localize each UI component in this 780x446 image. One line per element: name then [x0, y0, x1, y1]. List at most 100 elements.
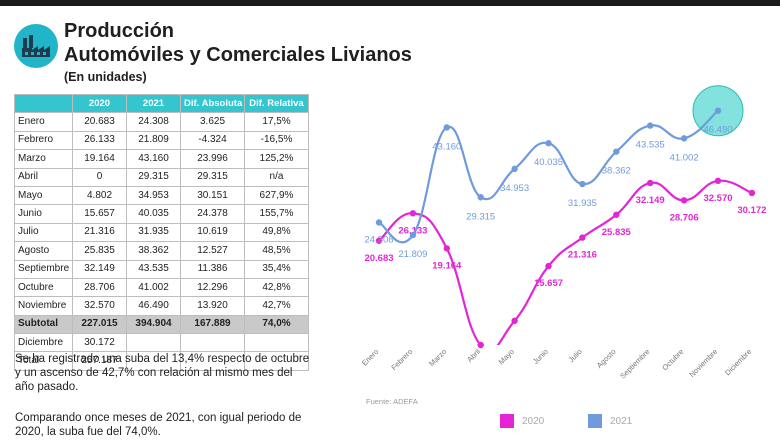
table-cell: 3.625: [180, 112, 245, 132]
table-cell: 42,8%: [244, 277, 309, 298]
table-cell: 155,7%: [244, 204, 309, 224]
data-point-2020: [375, 237, 383, 244]
table-cell: Noviembre: [14, 296, 73, 316]
legend-swatch-2020: [500, 414, 514, 428]
table-cell: 21.316: [72, 222, 127, 243]
table-cell: 30.172: [72, 333, 127, 353]
table-cell: 46.490: [126, 296, 181, 316]
data-label-2020: 19.164: [432, 260, 462, 271]
data-label-2020: 21.316: [568, 250, 597, 261]
table-cell: 394.904: [126, 314, 181, 335]
data-point-2021: [647, 122, 654, 129]
table-cell: -16,5%: [244, 130, 309, 151]
table-row: Agosto 25.835 38.362 12.527 48,5%: [14, 241, 309, 261]
data-point-2021: [714, 107, 722, 114]
note-monthly-change: Se ha registrado una suba del 13,4% resp…: [15, 353, 310, 393]
data-point-2020: [409, 210, 417, 217]
data-point-2021: [443, 124, 450, 131]
table-header-cell: 2020: [72, 93, 127, 114]
data-point-2020: [613, 211, 620, 218]
data-point-2020: [579, 234, 586, 241]
legend-label-2021: 2021: [610, 415, 633, 427]
table-cell: 41.002: [126, 277, 181, 298]
data-label-2021: 31.935: [568, 198, 597, 209]
data-label-2021: 21.809: [398, 249, 427, 260]
table-cell: 23.996: [180, 149, 245, 169]
data-point-2020: [714, 177, 722, 185]
table-row: Mayo 4.802 34.953 30.151 627,9%: [14, 185, 309, 206]
data-label-2020: 15.657: [534, 278, 563, 289]
table-cell: Abril: [14, 167, 73, 187]
data-point-2021: [579, 180, 586, 188]
table-cell: Marzo: [14, 149, 73, 169]
table-cell: [244, 351, 309, 371]
data-label-2021: 46.490: [703, 125, 732, 136]
table-cell: 35,4%: [244, 259, 309, 279]
x-tick-label: Abril: [465, 347, 482, 364]
table-row: Junio 15.657 40.035 24.378 155,7%: [14, 204, 309, 224]
table-cell: 24.308: [126, 112, 181, 132]
data-point-2021: [613, 148, 620, 155]
x-tick-label: Septiembre: [618, 347, 651, 380]
table-cell: 0: [72, 167, 127, 187]
table-cell: 29.315: [126, 167, 181, 187]
table-header-cell: Dif. Absoluta: [180, 93, 245, 114]
table-cell: Junio: [14, 204, 73, 224]
factory-icon: [22, 35, 50, 57]
legend-item-2021: 2021: [588, 414, 632, 428]
data-point-2020: [680, 197, 688, 204]
x-tick-label: Mayo: [497, 347, 516, 366]
table-row: Septiembre 32.149 43.535 11.386 35,4%: [14, 259, 309, 279]
table-cell: 28.706: [72, 277, 127, 298]
data-point-2021: [409, 231, 417, 239]
table-cell: 31.935: [126, 222, 181, 243]
data-point-2021: [680, 135, 688, 142]
x-tick-label: Febrero: [389, 347, 414, 372]
table-cell: 48,5%: [244, 241, 309, 261]
table-cell: 26.133: [72, 130, 127, 151]
legend-swatch-2021: [588, 414, 602, 428]
table-cell: n/a: [244, 167, 309, 187]
top-bar: [0, 0, 780, 6]
legend-label-2020: 2020: [522, 415, 545, 427]
table-cell: 11.386: [180, 259, 245, 279]
table-cell: [126, 333, 181, 353]
data-label-2020: 25.835: [602, 227, 632, 238]
data-point-2020: [443, 245, 450, 252]
table-cell: 32.149: [72, 259, 127, 279]
data-point-2021: [511, 165, 518, 173]
data-label-2020: 30.172: [737, 205, 766, 216]
table-cell: 10.619: [180, 222, 245, 243]
data-label-2020: 32.570: [703, 193, 732, 204]
production-line-chart: 20.683 26.133 19.164 15.657 21.316 25.835 32.1…: [360, 85, 766, 381]
table-header-cell: 2021: [126, 93, 181, 114]
table-row: Total 257.187: [14, 351, 309, 371]
x-tick-label: Marzo: [427, 347, 448, 368]
table-cell: 257.187: [72, 351, 127, 371]
table-cell: [244, 333, 309, 353]
data-point-2020: [545, 262, 552, 270]
table-cell: 12.527: [180, 241, 245, 261]
table-cell: 32.570: [72, 296, 127, 316]
data-label-2020: 26.133: [398, 225, 427, 236]
x-tick-label: Octubre: [660, 347, 685, 372]
table-cell: 40.035: [126, 204, 181, 224]
data-point-2021: [375, 219, 383, 226]
table-cell: 42,7%: [244, 296, 309, 316]
data-point-2020: [477, 341, 484, 349]
table-row: Diciembre 30.172: [14, 333, 309, 353]
table-cell: Julio: [14, 222, 73, 243]
table-cell: 627,9%: [244, 185, 309, 206]
data-point-2021: [477, 194, 484, 201]
table-cell: [180, 333, 245, 353]
data-label-2021: 40.035: [534, 157, 563, 168]
table-row: Enero 20.683 24.308 3.625 17,5%: [14, 112, 309, 132]
data-label-2020: 28.706: [670, 212, 699, 223]
data-label-2021: 29.315: [466, 211, 495, 222]
table-cell: 21.809: [126, 130, 181, 151]
table-cell: 227.015: [72, 314, 127, 335]
table-header-cell: Dif. Relativa: [244, 93, 309, 114]
table-cell: Diciembre: [14, 333, 73, 353]
data-label-2021: 38.362: [602, 166, 631, 177]
series-line-2021: [378, 109, 719, 244]
